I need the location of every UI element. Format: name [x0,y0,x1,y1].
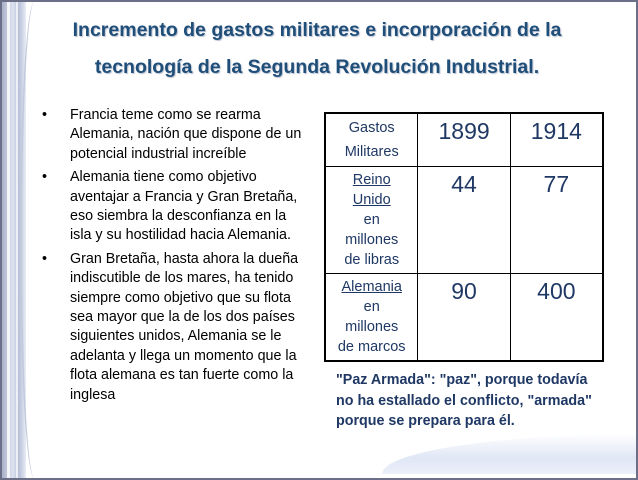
header-year-1914: 1914 [509,112,604,167]
paz-armada-note: "Paz Armada": "paz", porque todavía no h… [336,372,592,429]
country-link-unido[interactable]: Unido [352,192,391,208]
decorative-curve [20,2,44,478]
bullet-dot: • [42,250,48,267]
value-alemania-1914: 400 [509,273,604,362]
military-spending-table: Gastos Militares 1899 1914 Reino Unido e… [324,112,604,362]
bullet-text: Alemania tiene como objetivo aventajar a… [70,169,298,244]
decorative-bottom-wave [382,434,636,474]
bullet-text: Francia teme como se rearma Alemania, na… [70,107,302,162]
bullet-text: Gran Bretaña, hasta ahora la dueña indis… [70,250,299,403]
header-label-line-1: Gastos [348,120,395,136]
country-link-reino[interactable]: Reino [352,172,391,188]
slide-title: Incremento de gastos militares e incorpo… [32,12,602,86]
title-line-2: tecnología de la Segunda Revolución Indu… [94,56,540,78]
unit-line-3: de libras [344,252,400,268]
unit-line-2: millones [345,232,399,248]
value-alemania-1899: 90 [417,273,511,362]
row-label-reino-unido: Reino Unido en millones de libras [324,166,419,274]
table-row: Reino Unido en millones de libras 44 77 [324,166,604,274]
bullet-list: • Francia teme como se rearma Alemania, … [42,106,310,409]
bullet-dot: • [42,107,48,123]
bullet-item: • Gran Bretaña, hasta ahora la dueña ind… [42,250,310,405]
unit-line-3: de marcos [337,339,406,355]
bullet-item: • Alemania tiene como objetivo aventajar… [42,168,310,246]
bullet-dot: • [42,169,48,186]
table-header-row: Gastos Militares 1899 1914 [324,112,604,167]
unit-line-1: en [363,212,380,228]
row-label-alemania: Alemania en millones de marcos [324,273,419,362]
unit-line-1: en [363,299,380,315]
table-row: Alemania en millones de marcos 90 400 [324,273,604,362]
title-line-1: Incremento de gastos militares e incorpo… [72,19,562,41]
value-reino-unido-1899: 44 [417,166,511,274]
header-year-1899: 1899 [417,112,511,167]
header-label-line-2: Militares [344,144,399,160]
header-label-cell: Gastos Militares [324,112,419,167]
bullet-item: • Francia teme como se rearma Alemania, … [42,106,310,164]
country-link-alemania[interactable]: Alemania [341,279,402,295]
value-reino-unido-1914: 77 [509,166,604,274]
unit-line-2: millones [345,319,399,335]
